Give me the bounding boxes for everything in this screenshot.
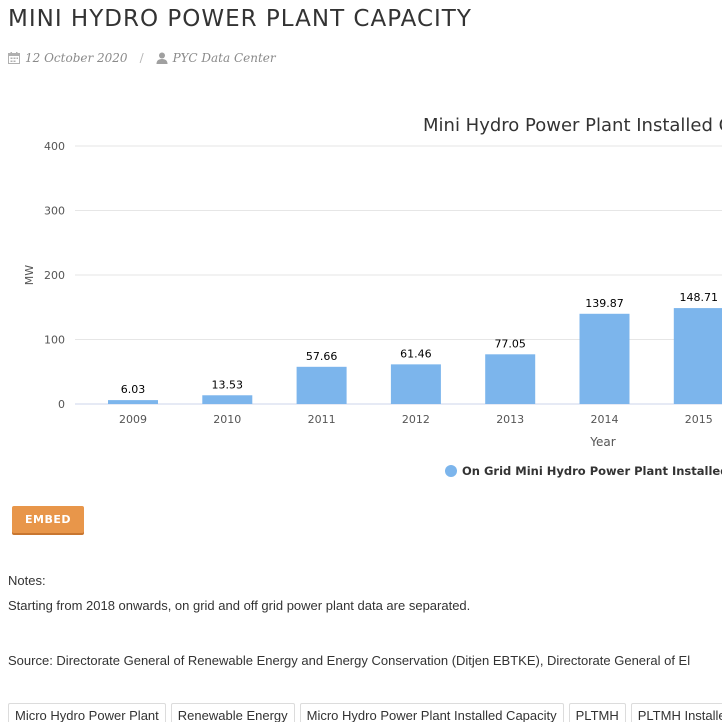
y-axis-label: MW [23, 265, 36, 285]
bar [390, 364, 441, 404]
data-label: 77.05 [494, 337, 526, 350]
tag-item[interactable]: PLTMH [568, 703, 626, 722]
tag-item[interactable]: PLTMH Installed [630, 703, 722, 722]
x-tick-label: 2013 [496, 413, 524, 426]
data-label: 61.46 [400, 347, 432, 360]
post-author: PYC Data Center [172, 51, 276, 65]
data-label: 6.03 [121, 383, 146, 396]
chart-legend[interactable]: On Grid Mini Hydro Power Plant Installed… [445, 464, 722, 478]
x-tick-label: 2010 [213, 413, 241, 426]
bar [673, 308, 722, 404]
data-label: 139.87 [585, 297, 624, 310]
x-tick-label: 2014 [591, 413, 619, 426]
notes-text: Starting from 2018 onwards, on grid and … [8, 598, 471, 613]
x-tick-label: 2015 [685, 413, 713, 426]
calendar-icon [8, 52, 25, 64]
embed-button[interactable]: EMBED [12, 506, 84, 533]
tag-item[interactable]: Micro Hydro Power Plant Installed Capaci… [299, 703, 564, 722]
y-tick-label: 100 [44, 334, 65, 347]
bar [579, 313, 630, 404]
x-axis-label: Year [589, 435, 615, 449]
legend-label[interactable]: On Grid Mini Hydro Power Plant Installed… [462, 464, 722, 478]
legend-marker [445, 465, 457, 477]
x-tick-label: 2009 [119, 413, 147, 426]
source-text: Source: Directorate General of Renewable… [8, 653, 691, 668]
y-tick-label: 0 [58, 398, 65, 411]
post-meta: 12 October 2020 / PYC Data Center [8, 49, 276, 67]
tag-item[interactable]: Renewable Energy [170, 703, 295, 722]
bar-chart: Mini Hydro Power Plant Installed C 0 100 2… [23, 115, 722, 478]
data-label: 57.66 [306, 350, 338, 363]
y-tick-label: 300 [44, 205, 65, 218]
chart-title: Mini Hydro Power Plant Installed C [423, 115, 722, 136]
y-axis-ticks: 0 100 200 300 400 [44, 140, 65, 411]
bar [296, 366, 347, 404]
y-tick-label: 200 [44, 269, 65, 282]
tag-list: Micro Hydro Power Plant Renewable Energy… [8, 703, 722, 722]
x-tick-label: 2012 [402, 413, 430, 426]
x-tick-label: 2011 [308, 413, 336, 426]
data-label: 148.71 [680, 291, 719, 304]
data-label: 13.53 [212, 378, 244, 391]
user-icon [156, 52, 173, 64]
chart-container: Mini Hydro Power Plant Installed C 0 100 2… [0, 100, 722, 490]
notes-label: Notes: [8, 573, 46, 588]
bar-series: 6.03 13.53 57.66 61.46 77.05 139.87 148.71 [108, 291, 722, 404]
bar [202, 395, 253, 404]
page-title: MINI HYDRO POWER PLANT CAPACITY [8, 6, 472, 32]
post-date: 12 October 2020 [25, 51, 128, 65]
bar [485, 354, 536, 404]
y-tick-label: 400 [44, 140, 65, 153]
bar [108, 400, 158, 404]
meta-separator: / [139, 51, 144, 65]
x-axis-ticks: 2009 2010 2011 2012 2013 2014 2015 [119, 413, 713, 426]
tag-item[interactable]: Micro Hydro Power Plant [8, 703, 166, 722]
